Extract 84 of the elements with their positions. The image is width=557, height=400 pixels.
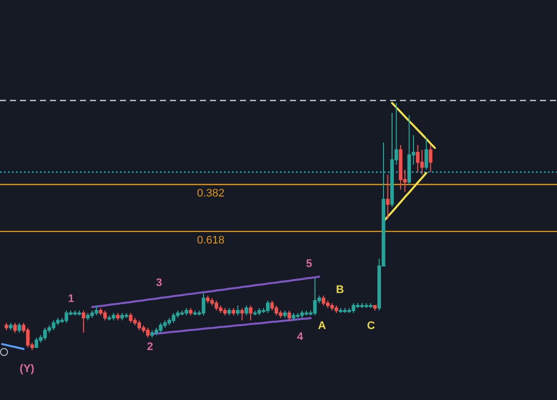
candlestick (253, 310, 257, 316)
candlestick (150, 330, 154, 338)
candlestick (107, 314, 112, 321)
annotation: 3 (156, 277, 162, 289)
annotation: 4 (296, 331, 304, 343)
annotation: A (318, 320, 326, 332)
candlestick (112, 312, 116, 321)
annotation: 0.382 (197, 188, 225, 200)
candlestick (82, 310, 86, 334)
candlestick (334, 305, 338, 314)
candlestick (428, 144, 432, 173)
candlestick (287, 310, 291, 321)
candlestick (56, 317, 60, 326)
candlestick (416, 144, 420, 173)
candlestick (4, 322, 8, 331)
candlestick (223, 308, 227, 316)
candlestick (193, 310, 197, 316)
candlestick (343, 308, 347, 314)
candlestick (133, 317, 137, 326)
candlestick (206, 295, 210, 304)
candlestick (420, 149, 424, 176)
candlestick (278, 310, 282, 318)
candlestick (17, 322, 22, 334)
candlestick (352, 302, 356, 314)
candlestick (214, 300, 218, 311)
candlestick (210, 298, 214, 306)
candlestick (154, 327, 158, 336)
candlestick (34, 337, 38, 348)
candlestick (90, 310, 94, 318)
candlestick (322, 295, 326, 306)
candlestick (158, 322, 162, 334)
candlestick (368, 302, 372, 309)
candlestick (137, 320, 142, 331)
candlestick (52, 320, 56, 331)
annotation: 0.618 (197, 234, 225, 246)
candlestick (8, 322, 12, 331)
candlestick (167, 317, 172, 326)
candlestick (232, 308, 236, 316)
candlestick (300, 310, 304, 318)
annotation: 2 (146, 341, 154, 353)
candlestick (292, 312, 296, 321)
candlestick (64, 310, 68, 324)
candlestick (77, 310, 82, 316)
candlestick (330, 302, 334, 311)
candlestick (120, 312, 124, 321)
candlestick (398, 144, 402, 190)
candlestick (103, 310, 107, 321)
candlestick (283, 310, 287, 318)
candlestick (142, 324, 146, 334)
candlestick (184, 308, 188, 316)
candlestick (356, 302, 360, 309)
candlestick (257, 308, 262, 316)
candlestick (227, 308, 232, 316)
candlestick (116, 312, 120, 321)
candlestick (248, 305, 252, 321)
candlestick (360, 302, 364, 309)
candlestick (244, 305, 248, 316)
candlestick (43, 327, 47, 341)
candlestick (163, 320, 167, 328)
candlestick (386, 174, 390, 220)
candlestick (304, 310, 308, 316)
candlestick (13, 322, 17, 334)
candlestick (424, 137, 428, 170)
text: (Y) (20, 363, 35, 375)
annotation: 5 (306, 258, 312, 270)
annotation: 1 (68, 293, 74, 305)
candlestick (86, 312, 90, 321)
candlestick (188, 308, 192, 316)
candlestick (73, 310, 77, 316)
annotation: B (336, 284, 344, 296)
candlestick (180, 310, 184, 316)
candlestick (364, 302, 368, 309)
candlestick (373, 305, 377, 311)
annotation: C (367, 320, 376, 332)
candlestick (26, 327, 30, 348)
candlestick (236, 305, 240, 316)
candlestick (296, 312, 300, 318)
candlestick (240, 308, 244, 321)
candlestick (202, 292, 206, 316)
candlestick (172, 312, 176, 324)
candlestick (338, 308, 342, 314)
candlestick (124, 312, 128, 318)
candlestick (313, 278, 317, 316)
candlestick (94, 305, 98, 316)
